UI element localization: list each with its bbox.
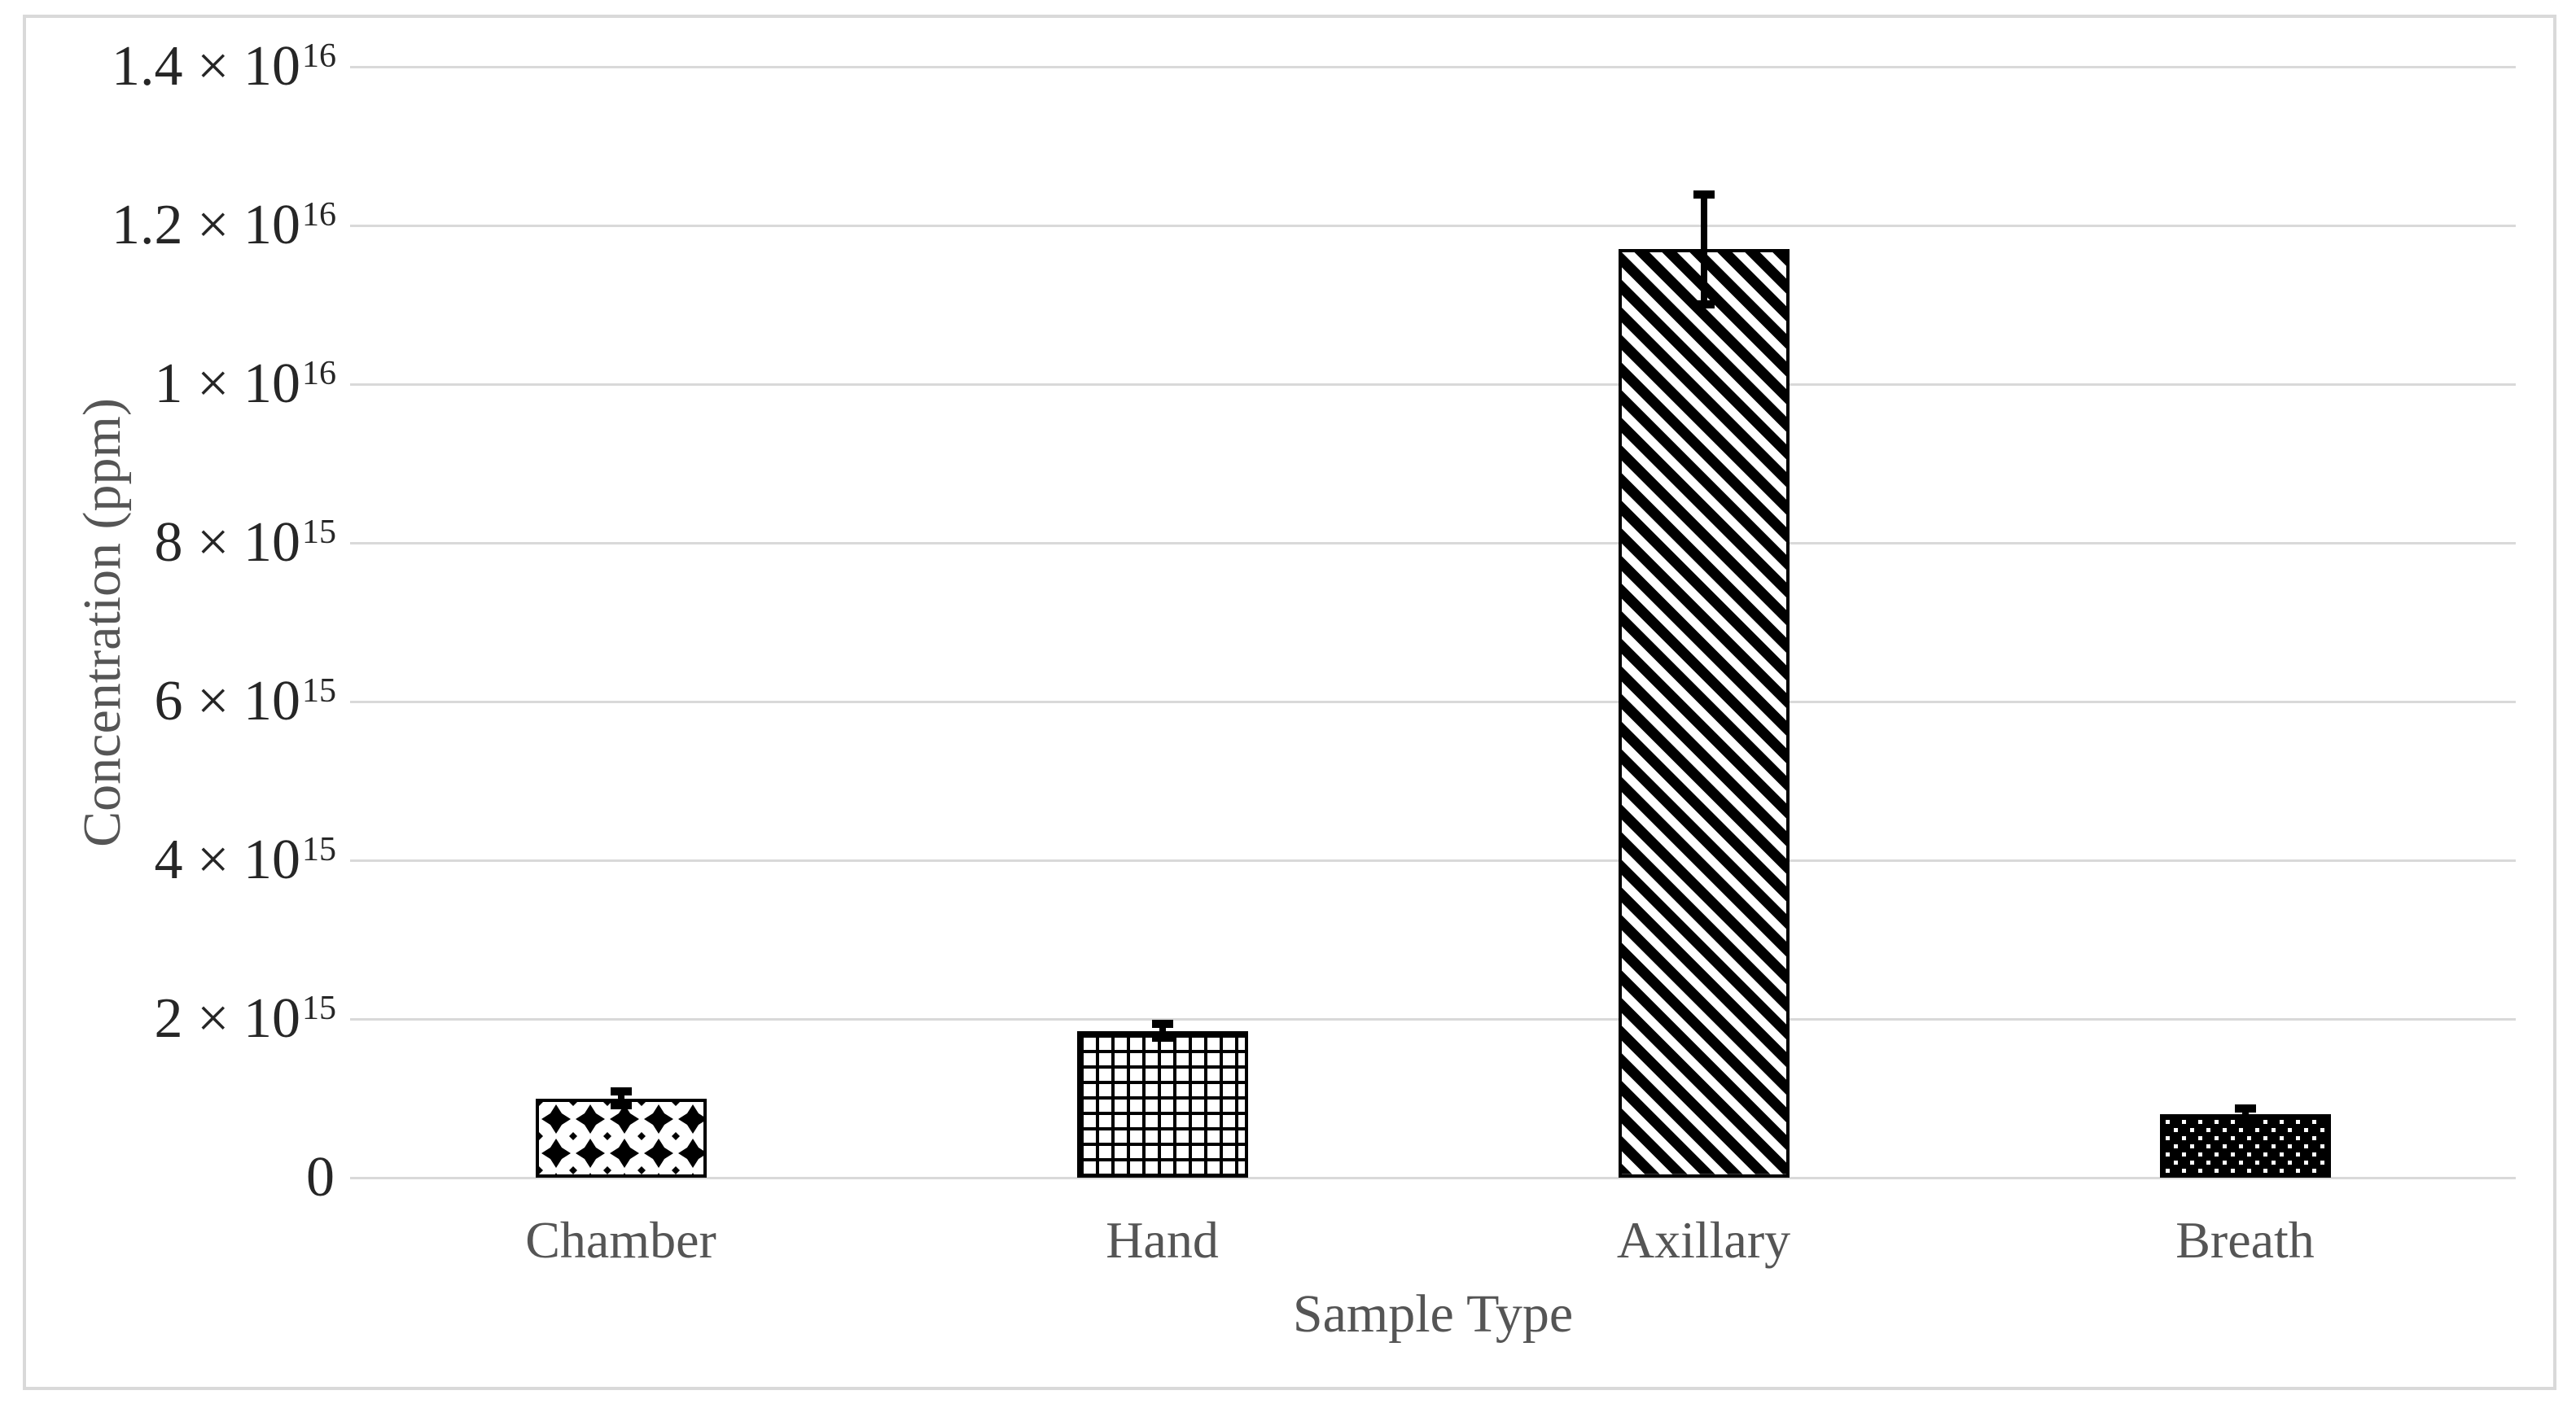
tick-exponent: 16 — [302, 196, 336, 234]
x-category-label-breath: Breath — [2175, 1211, 2315, 1269]
bar-breath — [2159, 1114, 2331, 1178]
bar-chamber — [535, 1098, 707, 1178]
y-axis-tick-label: 4 × 1015 — [0, 832, 336, 889]
gridline — [350, 1177, 2516, 1179]
x-category-label-axillary: Axillary — [1616, 1211, 1791, 1269]
tick-mantissa: 1.2 × 10 — [112, 194, 300, 256]
tick-mantissa: 2 × 10 — [154, 987, 300, 1050]
y-axis-tick-label: 2 × 1015 — [0, 990, 336, 1047]
error-bar-hand — [1151, 1019, 1173, 1042]
y-axis-tick-label: 1.2 × 1016 — [0, 197, 336, 254]
tick-mantissa: 1 × 10 — [154, 352, 300, 415]
gridline — [350, 225, 2516, 227]
x-category-label-chamber: Chamber — [525, 1211, 716, 1269]
tick-mantissa: 4 × 10 — [154, 829, 300, 891]
bar-axillary — [1618, 249, 1790, 1178]
y-axis-tick-label: 8 × 1015 — [0, 514, 336, 571]
error-bar-chamber — [610, 1087, 632, 1109]
x-category-label-hand: Hand — [1106, 1211, 1219, 1269]
gridline — [350, 542, 2516, 544]
tick-exponent: 16 — [302, 37, 336, 76]
y-axis-tick-label: 1 × 1016 — [0, 356, 336, 413]
gridline — [350, 383, 2516, 386]
tick-exponent: 15 — [302, 831, 336, 869]
x-axis-title: Sample Type — [1292, 1284, 1574, 1344]
tick-mantissa: 1.4 × 10 — [112, 35, 300, 98]
y-axis-tick-label: 6 × 1015 — [0, 673, 336, 730]
tick-exponent: 15 — [302, 514, 336, 552]
tick-exponent: 15 — [302, 672, 336, 711]
error-bar-breath — [2234, 1104, 2256, 1124]
y-axis-title: Concentration (ppm) — [72, 398, 132, 847]
gridline — [350, 701, 2516, 703]
tick-exponent: 16 — [302, 355, 336, 393]
tick-exponent: 15 — [302, 990, 336, 1028]
y-axis-tick-label: 0 — [0, 1149, 336, 1206]
gridline — [350, 1018, 2516, 1021]
bar-hand — [1076, 1030, 1248, 1178]
gridline — [350, 859, 2516, 862]
tick-mantissa: 8 × 10 — [154, 511, 300, 574]
y-axis-tick-label: 1.4 × 1016 — [0, 38, 336, 95]
gridline — [350, 66, 2516, 68]
tick-mantissa: 0 — [306, 1146, 335, 1209]
tick-mantissa: 6 × 10 — [154, 670, 300, 732]
error-bar-axillary — [1693, 190, 1715, 308]
